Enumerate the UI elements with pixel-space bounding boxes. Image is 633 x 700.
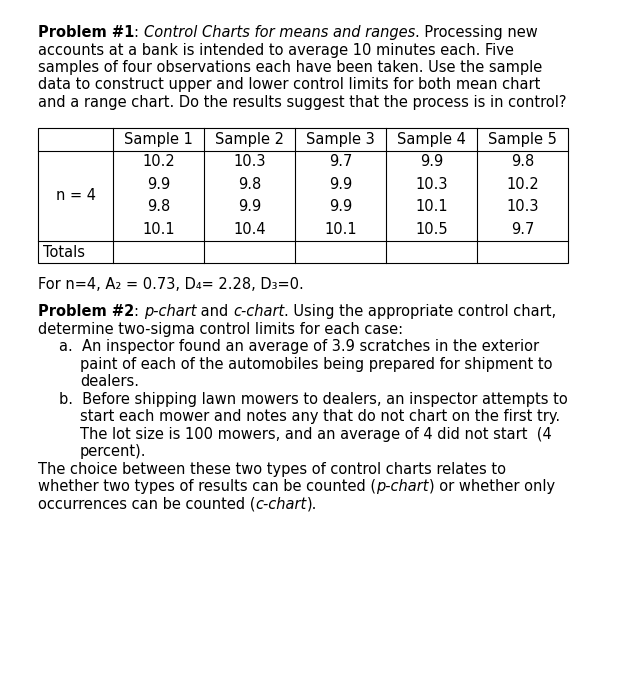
Text: 10.2: 10.2 bbox=[506, 177, 539, 192]
Text: 9.9: 9.9 bbox=[420, 155, 443, 169]
Text: Problem #1: Problem #1 bbox=[38, 25, 134, 40]
Text: Sample 1: Sample 1 bbox=[124, 132, 193, 147]
Text: occurrences can be counted (: occurrences can be counted ( bbox=[38, 497, 256, 512]
Text: 10.2: 10.2 bbox=[142, 155, 175, 169]
Text: 9.9: 9.9 bbox=[238, 199, 261, 214]
Text: 10.3: 10.3 bbox=[415, 177, 448, 192]
Text: 9.9: 9.9 bbox=[329, 199, 352, 214]
Text: determine two-sigma control limits for each case:: determine two-sigma control limits for e… bbox=[38, 322, 403, 337]
Text: :: : bbox=[134, 25, 144, 40]
Text: dealers.: dealers. bbox=[80, 374, 139, 389]
Text: percent).: percent). bbox=[80, 444, 146, 459]
Text: ) or whether only: ) or whether only bbox=[429, 480, 555, 494]
Text: 9.8: 9.8 bbox=[511, 155, 534, 169]
Text: Sample 2: Sample 2 bbox=[215, 132, 284, 147]
Text: Sample 3: Sample 3 bbox=[306, 132, 375, 147]
Text: c-chart: c-chart bbox=[256, 497, 307, 512]
Text: 9.7: 9.7 bbox=[329, 155, 352, 169]
Text: . Using the appropriate control chart,: . Using the appropriate control chart, bbox=[284, 304, 556, 319]
Text: n = 4: n = 4 bbox=[56, 188, 96, 203]
Text: and: and bbox=[196, 304, 233, 319]
Text: a.  An inspector found an average of 3.9 scratches in the exterior: a. An inspector found an average of 3.9 … bbox=[59, 340, 539, 354]
Text: b.  Before shipping lawn mowers to dealers, an inspector attempts to: b. Before shipping lawn mowers to dealer… bbox=[59, 392, 568, 407]
Text: samples of four observations each have been taken. Use the sample: samples of four observations each have b… bbox=[38, 60, 542, 75]
Text: 9.9: 9.9 bbox=[329, 177, 352, 192]
Text: 9.8: 9.8 bbox=[147, 199, 170, 214]
Text: 9.8: 9.8 bbox=[238, 177, 261, 192]
Text: p-chart: p-chart bbox=[376, 480, 429, 494]
Text: 10.3: 10.3 bbox=[506, 199, 539, 214]
Text: For n=4, A₂ = 0.73, D₄= 2.28, D₃=0.: For n=4, A₂ = 0.73, D₄= 2.28, D₃=0. bbox=[38, 277, 304, 293]
Text: 9.9: 9.9 bbox=[147, 177, 170, 192]
Text: whether two types of results can be counted (: whether two types of results can be coun… bbox=[38, 480, 376, 494]
Bar bbox=[38, 128, 568, 263]
Text: Control Charts for means and ranges: Control Charts for means and ranges bbox=[144, 25, 415, 40]
Text: 10.4: 10.4 bbox=[233, 222, 266, 237]
Text: The choice between these two types of control charts relates to: The choice between these two types of co… bbox=[38, 462, 506, 477]
Text: . Processing new: . Processing new bbox=[415, 25, 538, 40]
Text: p-chart: p-chart bbox=[144, 304, 196, 319]
Text: Totals: Totals bbox=[43, 244, 85, 260]
Text: and a range chart. Do the results suggest that the process is in control?: and a range chart. Do the results sugges… bbox=[38, 95, 567, 110]
Text: paint of each of the automobiles being prepared for shipment to: paint of each of the automobiles being p… bbox=[80, 357, 553, 372]
Text: ).: ). bbox=[307, 497, 317, 512]
Text: 10.1: 10.1 bbox=[324, 222, 357, 237]
Text: Sample 5: Sample 5 bbox=[488, 132, 557, 147]
Text: Problem #2: Problem #2 bbox=[38, 304, 134, 319]
Text: c-chart: c-chart bbox=[233, 304, 284, 319]
Text: The lot size is 100 mowers, and an average of 4 did not start  (4: The lot size is 100 mowers, and an avera… bbox=[80, 427, 552, 442]
Text: Sample 4: Sample 4 bbox=[397, 132, 466, 147]
Text: start each mower and notes any that do not chart on the first try.: start each mower and notes any that do n… bbox=[80, 410, 560, 424]
Text: 10.3: 10.3 bbox=[233, 155, 266, 169]
Text: :: : bbox=[134, 304, 144, 319]
Text: 10.1: 10.1 bbox=[142, 222, 175, 237]
Text: data to construct upper and lower control limits for both mean chart: data to construct upper and lower contro… bbox=[38, 78, 541, 92]
Text: accounts at a bank is intended to average 10 minutes each. Five: accounts at a bank is intended to averag… bbox=[38, 43, 514, 57]
Text: 10.5: 10.5 bbox=[415, 222, 448, 237]
Text: 10.1: 10.1 bbox=[415, 199, 448, 214]
Text: 9.7: 9.7 bbox=[511, 222, 534, 237]
